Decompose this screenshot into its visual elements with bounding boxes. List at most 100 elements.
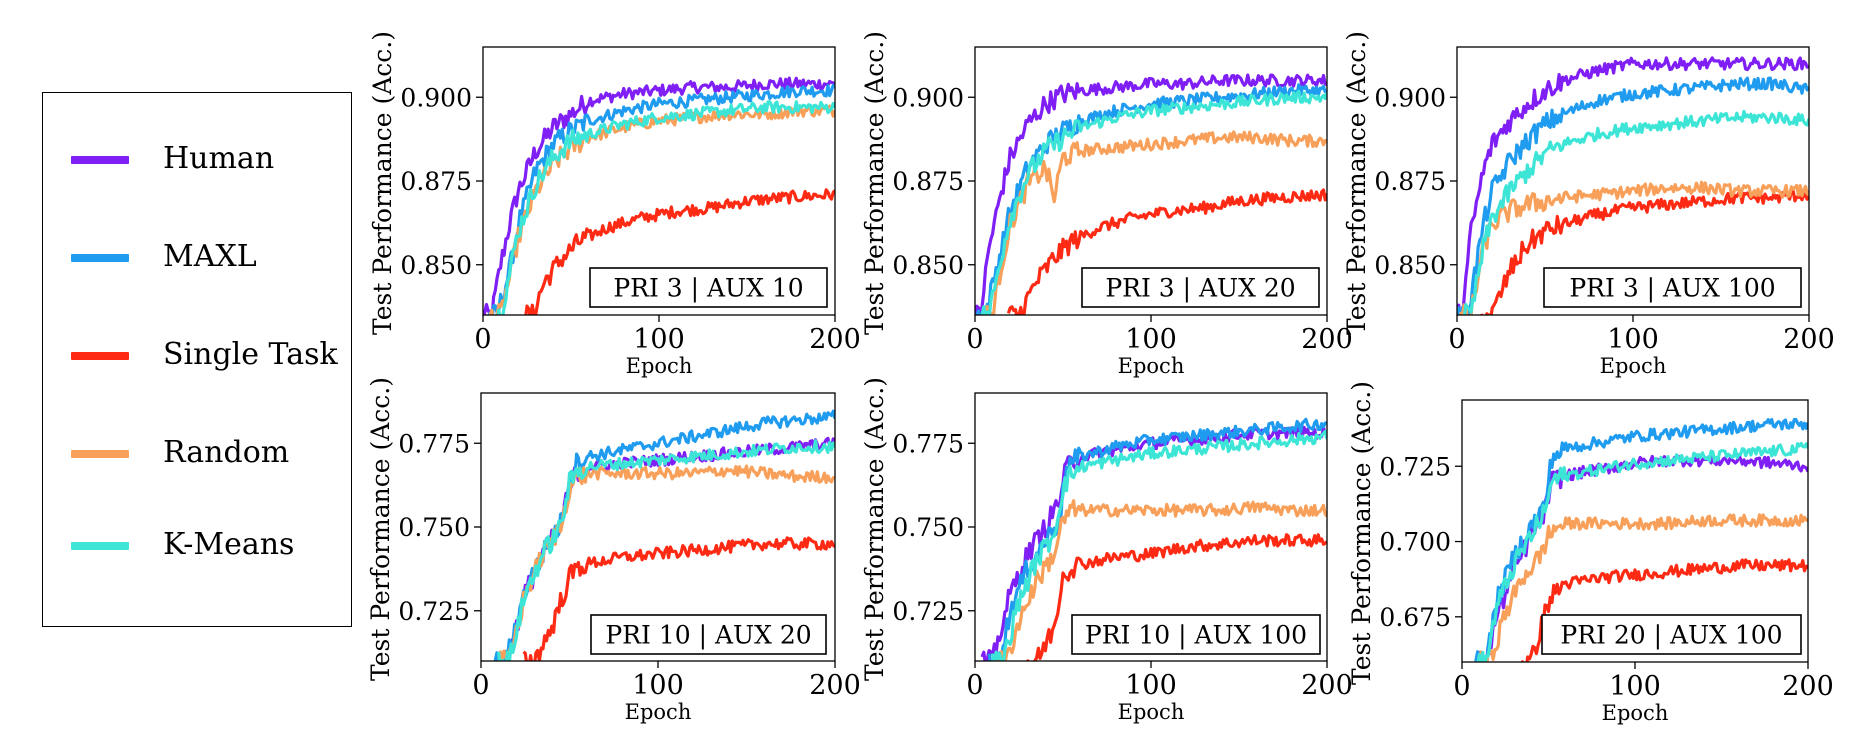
series-line-random [488, 104, 835, 315]
x-tick-label: 100 [632, 670, 684, 701]
legend-label-k-means: K-Means [163, 527, 295, 562]
x-tick-label: 200 [1782, 671, 1834, 702]
y-tick-label: 0.750 [398, 513, 470, 542]
x-tick-label: 100 [1609, 671, 1661, 702]
y-tick-label: 0.725 [398, 597, 470, 626]
series-line-k-means [1459, 109, 1809, 315]
x-tick-label: 0 [966, 670, 983, 701]
legend-item-single-task: Single Task [71, 335, 351, 375]
x-tick-label: 200 [1301, 670, 1353, 701]
x-axis-label: Epoch [626, 354, 693, 378]
x-axis-label: Epoch [625, 700, 692, 724]
y-tick-label: 0.850 [892, 251, 964, 280]
series-line-maxl [1457, 76, 1809, 315]
x-tick-label: 0 [472, 670, 489, 701]
y-tick-label: 0.675 [1379, 603, 1451, 632]
legend-swatch-maxl [71, 254, 129, 262]
x-tick-label: 200 [1783, 324, 1835, 355]
x-tick-label: 0 [474, 324, 491, 355]
y-axis-label: Test Performance (Acc.) [860, 31, 889, 335]
subplot-4: 0 100 200 0.725 0.750 0.775 Epoch Test Performa… [366, 377, 861, 724]
panel-title-box [590, 614, 827, 655]
series-line-k-means [497, 439, 835, 661]
subplot-6: 0 100 200 0.675 0.700 0.725 Epoch Test Performa… [1347, 381, 1834, 725]
legend-swatch-single-task [71, 352, 129, 360]
x-tick-label: 100 [1607, 324, 1659, 355]
x-axis-label: Epoch [1600, 354, 1667, 378]
legend-swatch-k-means [71, 542, 129, 550]
x-tick-label: 100 [1125, 670, 1177, 701]
y-tick-label: 0.775 [892, 429, 964, 458]
x-axis-label: Epoch [1118, 354, 1185, 378]
panel-title-box [1541, 614, 1802, 655]
subplot-1: 0 100 200 0.850 0.875 0.900 Epoch Test Performa… [368, 31, 861, 378]
y-tick-label: 0.900 [400, 83, 472, 112]
y-tick-label: 0.775 [398, 429, 470, 458]
legend-label-human: Human [163, 141, 275, 176]
y-axis-label: Test Performance (Acc.) [368, 31, 397, 335]
legend-label-single-task: Single Task [163, 337, 338, 372]
series-line-k-means [493, 100, 835, 315]
legend-swatch-random [71, 450, 129, 458]
x-tick-label: 100 [633, 324, 685, 355]
y-axis-label: Test Performance (Acc.) [860, 377, 889, 681]
legend-item-random: Random [71, 433, 351, 473]
panel-title: PRI 20 | AUX 100 [1560, 621, 1782, 651]
y-tick-label: 0.875 [892, 167, 964, 196]
y-tick-label: 0.900 [1374, 83, 1446, 112]
x-tick-label: 0 [1448, 324, 1465, 355]
panel-title-box [1071, 614, 1321, 655]
x-tick-label: 0 [966, 324, 983, 355]
legend-item-maxl: MAXL [71, 237, 351, 277]
series-line-human [1476, 452, 1808, 662]
subplot-2: 0 100 200 0.850 0.875 0.900 Epoch Test Performa… [860, 31, 1353, 378]
series-line-k-means [991, 429, 1327, 661]
legend-item-k-means: K-Means [71, 525, 351, 565]
y-tick-label: 0.850 [400, 251, 472, 280]
legend-item-human: Human [71, 139, 351, 179]
series-line-single-task [1006, 188, 1327, 315]
series-line-single-task [1480, 189, 1809, 315]
legend-label-random: Random [163, 435, 290, 470]
y-tick-label: 0.900 [892, 83, 964, 112]
legend-swatch-human [71, 156, 129, 164]
x-axis-label: Epoch [1118, 700, 1185, 724]
x-axis-label: Epoch [1602, 701, 1669, 725]
series-line-random [1477, 513, 1808, 662]
panel-title: PRI 3 | AUX 20 [1105, 274, 1295, 304]
panel-title-box [589, 267, 828, 308]
y-tick-label: 0.875 [1374, 167, 1446, 196]
y-tick-label: 0.700 [1379, 528, 1451, 557]
series-line-single-task [522, 536, 835, 661]
series-line-single-task [1026, 533, 1327, 661]
series-line-random [981, 130, 1327, 315]
x-tick-label: 100 [1125, 324, 1177, 355]
y-axis-label: Test Performance (Acc.) [1342, 31, 1371, 335]
series-line-random [1459, 180, 1809, 315]
series-line-single-task [1520, 558, 1808, 662]
series-line-k-means [1476, 441, 1808, 662]
x-tick-label: 200 [809, 670, 861, 701]
legend-label-maxl: MAXL [163, 239, 257, 274]
y-tick-label: 0.725 [1379, 452, 1451, 481]
series-line-human [975, 73, 1327, 315]
subplot-5: 0 100 200 0.725 0.750 0.775 Epoch Test Performa… [860, 377, 1353, 724]
legend: Human MAXL Single Task Random K-Means [42, 92, 352, 627]
y-tick-label: 0.725 [892, 597, 964, 626]
panel-title: PRI 3 | AUX 100 [1569, 274, 1775, 304]
series-line-human [483, 76, 835, 315]
y-tick-label: 0.850 [1374, 251, 1446, 280]
y-tick-label: 0.750 [892, 513, 964, 542]
x-tick-label: 200 [1301, 324, 1353, 355]
panel-title: PRI 10 | AUX 100 [1085, 621, 1307, 651]
series-line-random [995, 499, 1327, 661]
y-tick-label: 0.875 [400, 167, 472, 196]
series-line-maxl [1474, 417, 1808, 662]
panel-title-box [1543, 267, 1802, 308]
y-axis-label: Test Performance (Acc.) [1347, 381, 1376, 685]
panel-title: PRI 3 | AUX 10 [613, 274, 803, 304]
series-line-k-means [980, 89, 1327, 315]
subplot-3: 0 100 200 0.850 0.875 0.900 Epoch Test Performa… [1342, 31, 1835, 378]
